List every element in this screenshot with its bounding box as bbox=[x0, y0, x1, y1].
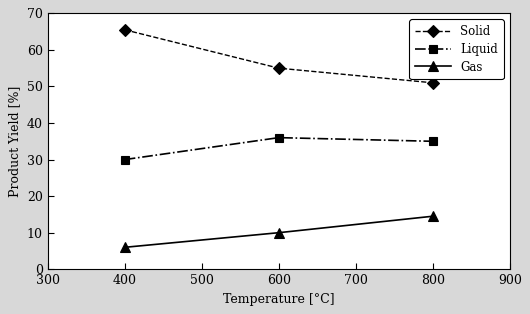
Y-axis label: Product Yield [%]: Product Yield [%] bbox=[8, 86, 21, 197]
Gas bbox=[276, 231, 282, 235]
Solid bbox=[121, 28, 128, 32]
Line: Solid: Solid bbox=[121, 26, 437, 87]
Line: Gas: Gas bbox=[120, 211, 438, 252]
Gas bbox=[121, 246, 128, 249]
Solid bbox=[276, 66, 282, 70]
Solid bbox=[429, 81, 436, 85]
Liquid bbox=[276, 136, 282, 139]
Gas bbox=[429, 214, 436, 218]
Liquid bbox=[429, 139, 436, 143]
Line: Liquid: Liquid bbox=[121, 133, 437, 164]
Legend: Solid, Liquid, Gas: Solid, Liquid, Gas bbox=[409, 19, 504, 79]
Liquid bbox=[121, 158, 128, 161]
X-axis label: Temperature [°C]: Temperature [°C] bbox=[223, 293, 334, 306]
